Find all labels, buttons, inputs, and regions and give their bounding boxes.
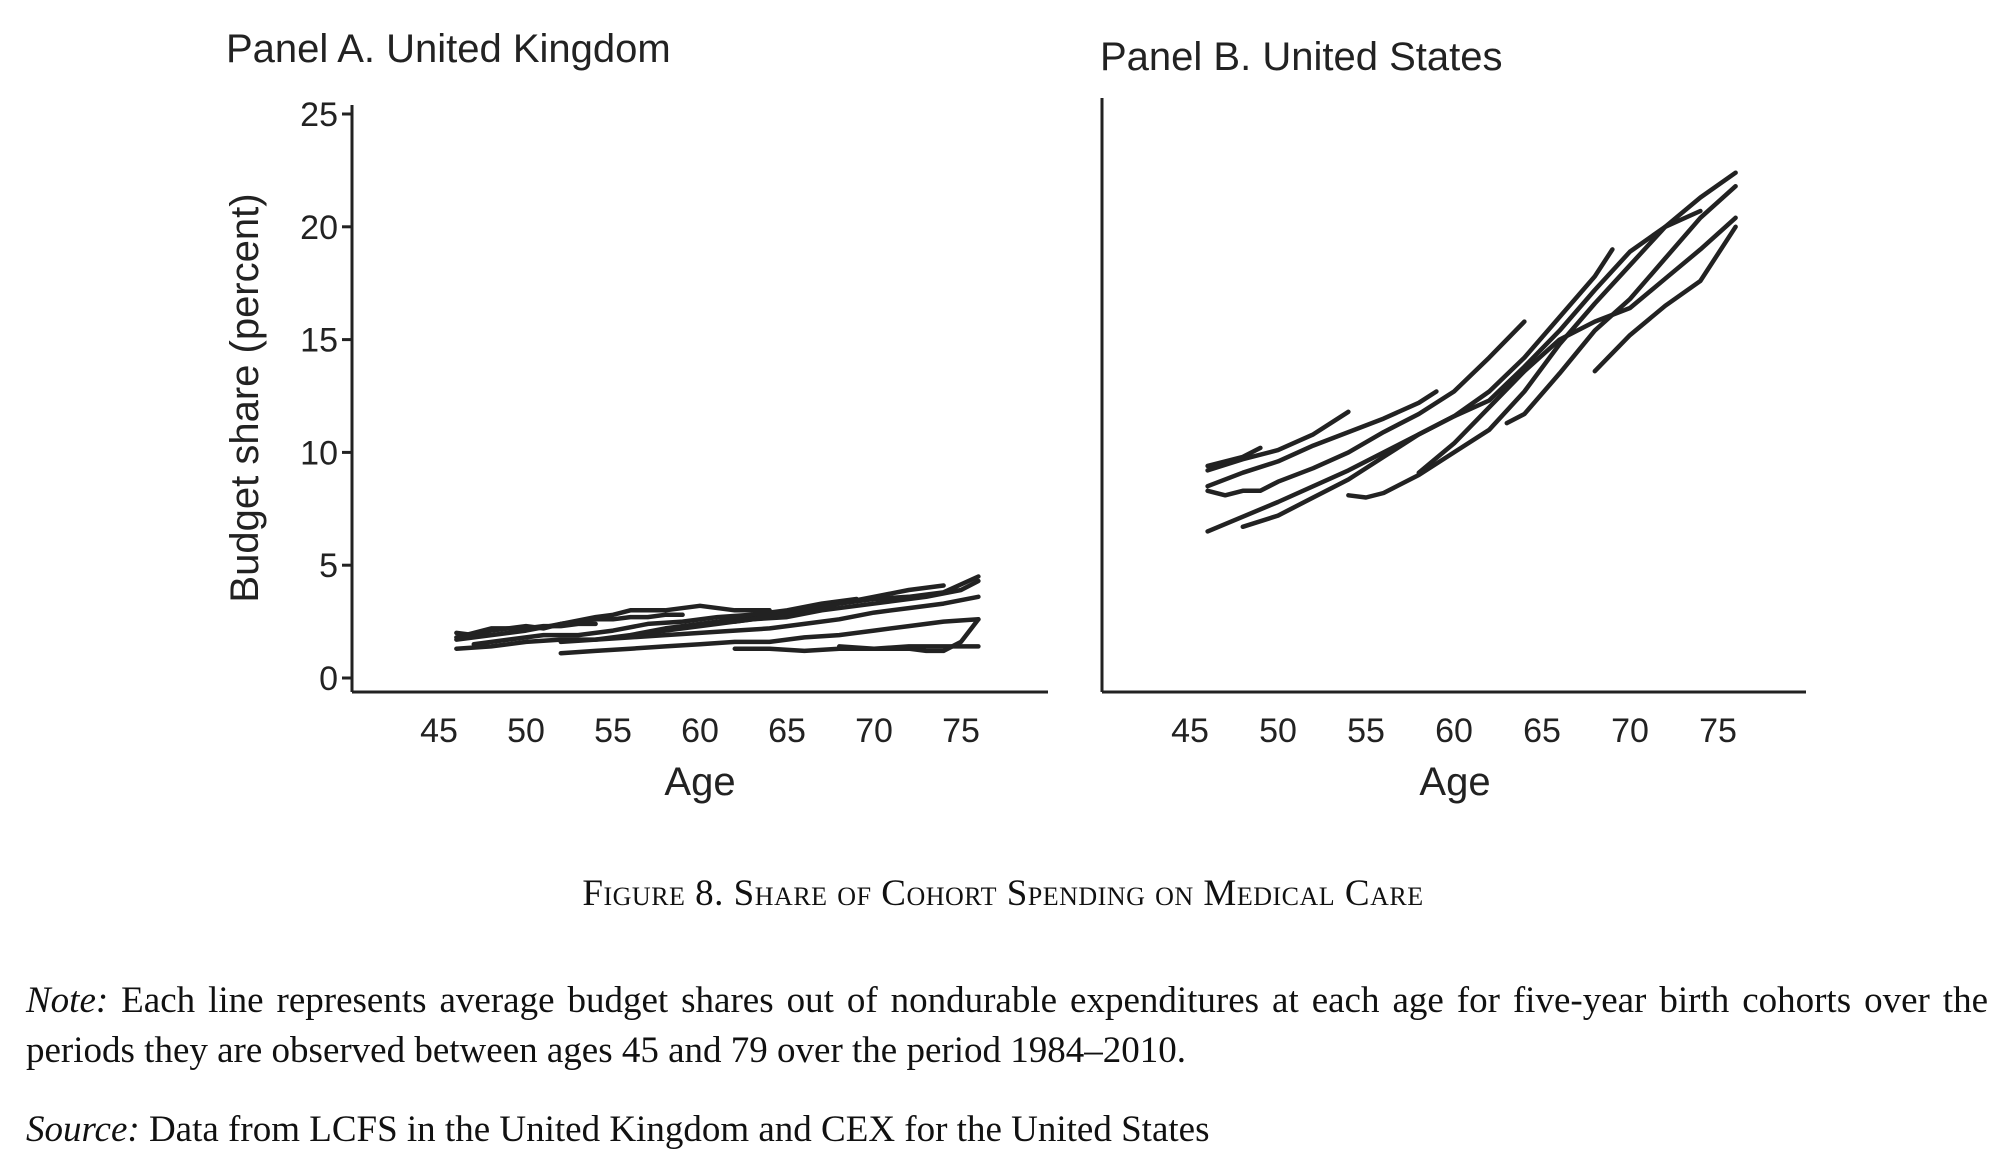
panel-a-y-axis-label: Budget share (percent) xyxy=(223,193,267,602)
panel-a-x-tick-label: 55 xyxy=(594,712,632,750)
panel-a-series-line-3 xyxy=(454,603,772,642)
figure-note: Note: Each line represents average budge… xyxy=(26,976,1988,1076)
panel-b-series-line-7 xyxy=(1346,170,1738,500)
panel-b-x-tick-label: 70 xyxy=(1611,712,1649,750)
panel-a-x-tick-label: 45 xyxy=(420,712,458,750)
panel-a-axes: 45 50 55 60 65 70 75 0 5 10 15 20 25 xyxy=(300,96,1048,750)
panel-a-y-tick-label: 0 xyxy=(319,660,338,698)
panel-b-x-axis-label: Age xyxy=(1419,760,1490,804)
panel-b-series-line-6 xyxy=(1240,208,1703,530)
panel-b-x-tick-label: 75 xyxy=(1699,712,1737,750)
panel-b-united-states: Panel B. United States Age 45 50 55 60 65 70 7… xyxy=(1100,35,1806,804)
panel-a-title: Panel A. United Kingdom xyxy=(226,27,671,71)
panel-b-series-line-2 xyxy=(1205,409,1351,473)
figure-source: Source: Data from LCFS in the United Kin… xyxy=(26,1105,1988,1155)
panel-b-x-tick-label: 55 xyxy=(1347,712,1385,750)
panel-a-x-axis-label: Age xyxy=(664,760,735,804)
panel-a-series-line-8 xyxy=(454,594,981,651)
panel-b-series-line-1 xyxy=(1205,445,1263,469)
panel-a-series-line-11 xyxy=(836,617,981,654)
panel-a-series-line-7 xyxy=(732,574,981,624)
panel-a-y-tick-label: 25 xyxy=(300,96,338,134)
note-text: Each line represents average budget shar… xyxy=(26,980,1988,1071)
panel-a-y-tick-label: 20 xyxy=(300,209,338,247)
panel-b-x-tick-label: 65 xyxy=(1523,712,1561,750)
panel-b-series-line-10 xyxy=(1592,224,1738,374)
panel-a-x-tick-label: 70 xyxy=(855,712,893,750)
panel-a-series-line-9 xyxy=(558,617,981,656)
panel-a-y-tick-label: 15 xyxy=(300,322,338,360)
panel-a-y-tick-label: 5 xyxy=(319,547,338,585)
figure-caption: Figure 8. Share of Cohort Spending on Me… xyxy=(582,873,1424,914)
panel-b-series-line-4 xyxy=(1205,319,1527,498)
panel-b-series-line-3 xyxy=(1205,389,1439,489)
panel-a-x-tick-label: 75 xyxy=(942,712,980,750)
panel-b-series-line-8 xyxy=(1416,215,1738,475)
note-label: Note: xyxy=(26,980,109,1021)
source-label: Source: xyxy=(26,1109,140,1150)
panel-a-x-tick-label: 60 xyxy=(681,712,719,750)
panel-a-y-tick-label: 10 xyxy=(300,434,338,472)
panel-a-x-tick-label: 50 xyxy=(507,712,545,750)
panel-b-series xyxy=(1205,170,1738,534)
panel-a-series xyxy=(454,574,981,656)
panel-a-series-line-4 xyxy=(471,596,859,647)
source-text: Data from LCFS in the United Kingdom and… xyxy=(148,1109,1210,1150)
panel-a-x-tick-label: 65 xyxy=(768,712,806,750)
panel-b-x-tick-label: 60 xyxy=(1435,712,1473,750)
panel-b-series-line-9 xyxy=(1504,183,1738,426)
panel-b-series-line-5 xyxy=(1205,247,1615,534)
panel-b-x-tick-label: 45 xyxy=(1171,712,1209,750)
panel-b-title: Panel B. United States xyxy=(1100,35,1502,79)
panel-b-x-tick-label: 50 xyxy=(1259,712,1297,750)
panel-a-united-kingdom: Panel A. United Kingdom Budget share (pe… xyxy=(223,27,1048,804)
panel-b-axes: 45 50 55 60 65 70 75 xyxy=(1100,98,1806,750)
